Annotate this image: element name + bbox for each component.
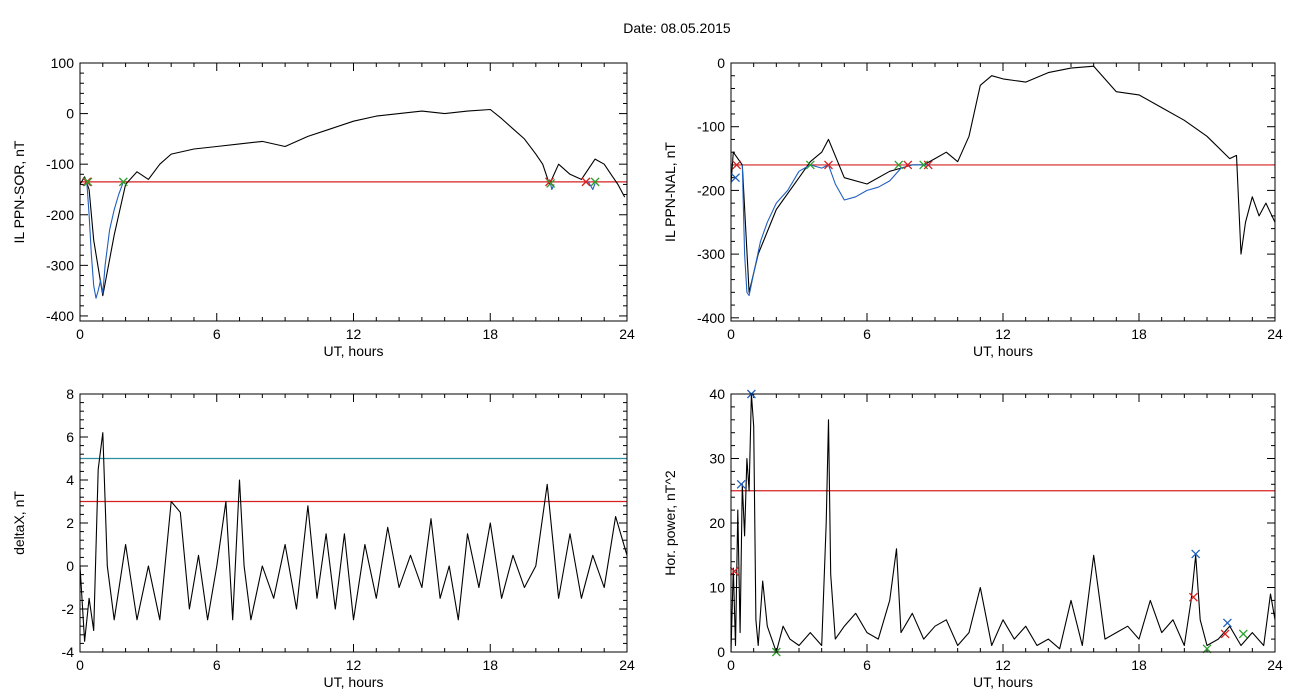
p2-panel: 0 6 12 18 24 -400 -300 -200 -100 0 UT, hours IL PPN… <box>662 55 1283 359</box>
series-line <box>79 108 626 297</box>
cross-marker <box>805 160 815 170</box>
cross-marker <box>903 160 913 170</box>
y-tick-label: -100 <box>697 119 725 135</box>
y-tick-label: 6 <box>66 429 74 445</box>
y-tick-label: -4 <box>62 644 75 660</box>
y-axis-label: Hor. power, nT^2 <box>662 470 678 576</box>
p1-panel: 0 6 12 18 24 -400 -300 -200 -100 0 100 UT, hours IL … <box>11 55 635 359</box>
y-tick-label: 0 <box>66 558 74 574</box>
plot-frame <box>79 393 628 653</box>
series-line <box>730 65 1276 293</box>
y-tick-label: 100 <box>51 55 75 71</box>
x-tick-label: 24 <box>619 657 635 673</box>
y-tick-label: 4 <box>66 472 74 488</box>
x-tick-label: 6 <box>213 326 221 342</box>
cross-marker <box>1191 549 1201 559</box>
x-tick-label: 6 <box>863 657 871 673</box>
cross-marker <box>1202 644 1212 654</box>
cross-marker <box>894 160 904 170</box>
cross-marker <box>590 177 600 187</box>
cross-marker <box>1238 629 1248 639</box>
y-tick-label: -200 <box>46 207 74 223</box>
cross-marker <box>1222 618 1232 628</box>
cross-marker <box>824 160 833 170</box>
date-title: Date: 08.05.2015 <box>623 20 731 36</box>
cross-marker <box>82 177 92 187</box>
series-line <box>741 164 829 297</box>
x-tick-label: 0 <box>76 657 84 673</box>
x-tick-label: 0 <box>727 657 735 673</box>
x-tick-label: 18 <box>1131 326 1147 342</box>
cross-marker <box>118 177 128 187</box>
y-tick-label: 30 <box>709 451 725 467</box>
y-tick-label: -200 <box>697 182 725 198</box>
x-tick-label: 0 <box>76 326 84 342</box>
plot-frame <box>79 62 628 322</box>
plot-frame <box>730 62 1276 322</box>
y-tick-label: -2 <box>62 601 75 617</box>
x-tick-label: 12 <box>346 326 362 342</box>
plot-frame <box>730 393 1276 653</box>
y-tick-label: 20 <box>709 515 725 531</box>
x-tick-label: 24 <box>1267 326 1283 342</box>
y-tick-label: 10 <box>709 580 725 596</box>
y-tick-label: -400 <box>697 310 725 326</box>
cross-marker <box>736 479 746 489</box>
x-axis-label: UT, hours <box>973 674 1033 690</box>
cross-marker <box>1220 629 1230 639</box>
x-tick-label: 24 <box>619 326 635 342</box>
x-tick-label: 6 <box>213 657 221 673</box>
y-axis-label: deltaX, nT <box>11 491 27 555</box>
y-axis-label: IL PPN-NAL, nT <box>662 142 678 242</box>
series-line <box>86 181 124 299</box>
y-tick-label: -400 <box>46 308 74 324</box>
cross-marker <box>83 177 93 187</box>
x-tick-label: 18 <box>482 326 498 342</box>
y-tick-label: 2 <box>66 515 74 531</box>
cross-marker <box>731 173 740 183</box>
p4-panel: 0 6 12 18 24 0 10 20 30 40 UT, hours Hor. power, nT… <box>662 386 1283 690</box>
x-axis-label: UT, hours <box>324 343 384 359</box>
x-tick-label: 6 <box>863 326 871 342</box>
x-tick-label: 12 <box>995 657 1011 673</box>
series-line <box>587 181 596 191</box>
x-tick-label: 18 <box>1131 657 1147 673</box>
cross-marker <box>1188 592 1198 602</box>
x-tick-label: 0 <box>727 326 735 342</box>
cross-marker <box>729 566 739 576</box>
cross-marker <box>546 178 556 188</box>
x-tick-label: 24 <box>1267 657 1283 673</box>
cross-marker <box>581 177 591 187</box>
series-line <box>79 432 628 642</box>
series-line <box>730 393 1276 653</box>
x-axis-label: UT, hours <box>324 674 384 690</box>
x-tick-label: 12 <box>995 326 1011 342</box>
y-tick-label: 40 <box>709 386 725 402</box>
x-axis-label: UT, hours <box>973 343 1033 359</box>
y-tick-label: 0 <box>66 106 74 122</box>
y-tick-label: -100 <box>46 156 74 172</box>
x-tick-label: 18 <box>482 657 498 673</box>
series-line <box>827 164 931 201</box>
y-tick-label: 8 <box>66 386 74 402</box>
y-axis-label: IL PPN-SOR, nT <box>11 140 27 243</box>
y-tick-label: -300 <box>697 246 725 262</box>
y-tick-label: 0 <box>717 644 725 660</box>
y-tick-label: -300 <box>46 257 74 273</box>
cross-marker <box>923 160 933 170</box>
y-tick-label: 0 <box>717 55 725 71</box>
cross-marker <box>732 160 742 170</box>
x-tick-label: 12 <box>346 657 362 673</box>
